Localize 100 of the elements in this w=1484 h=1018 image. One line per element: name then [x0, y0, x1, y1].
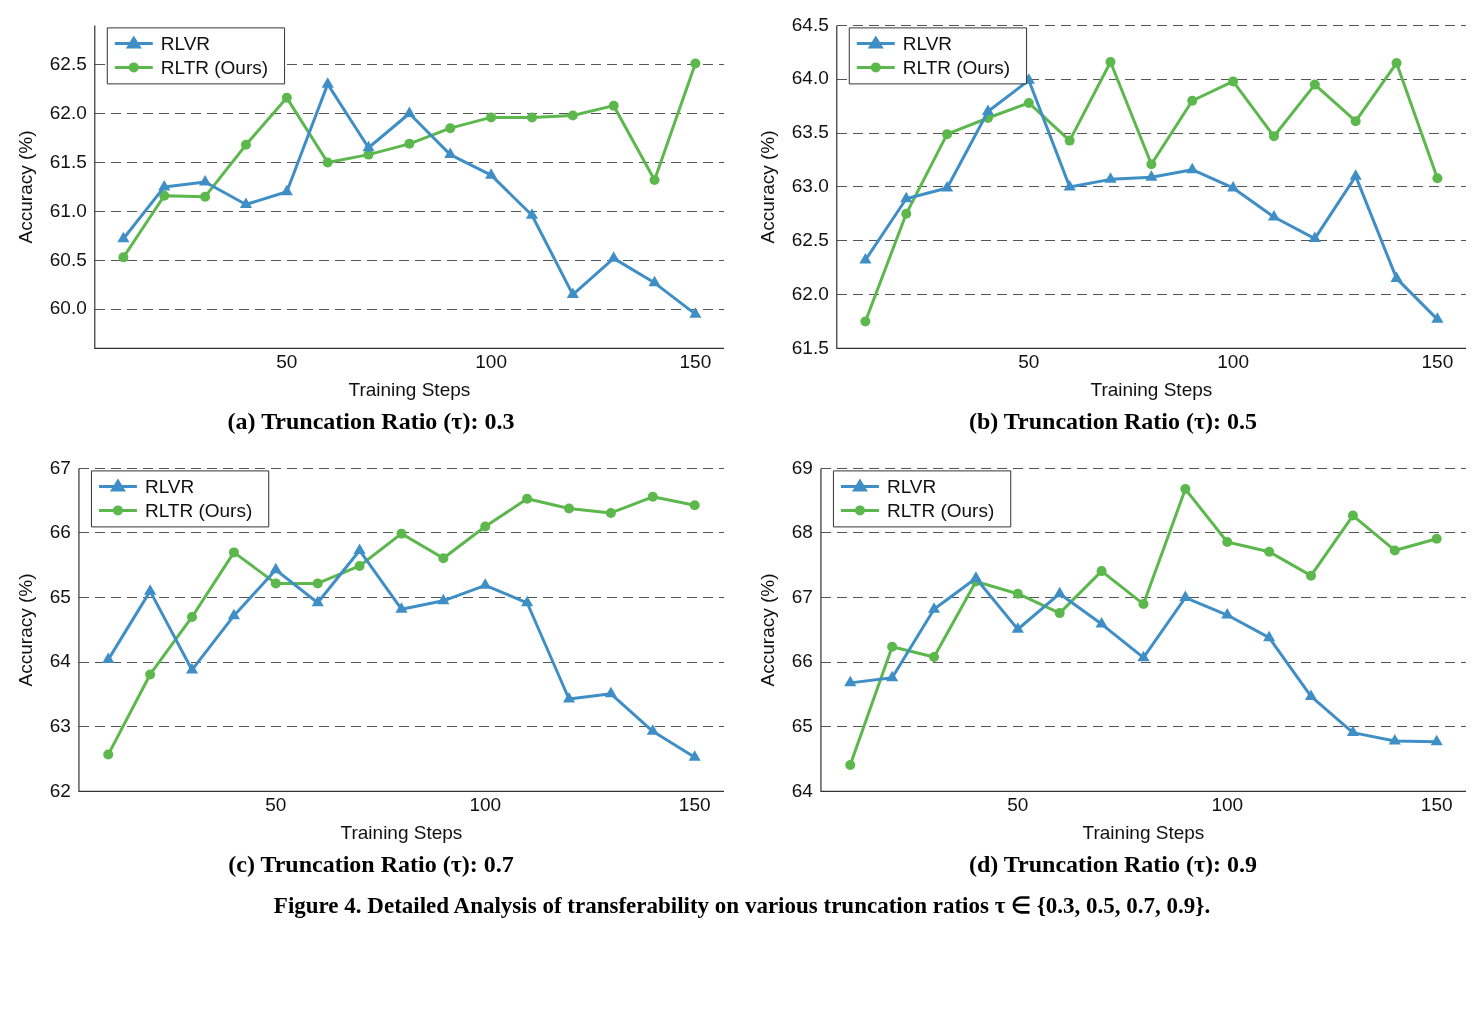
- point: [1187, 95, 1198, 106]
- point: [480, 521, 491, 532]
- point: [103, 749, 114, 760]
- y-tick-label: 64.0: [791, 67, 829, 89]
- point: [1180, 484, 1191, 495]
- point: [1267, 210, 1281, 221]
- point: [239, 197, 253, 209]
- point: [927, 602, 941, 613]
- x-tick-label: 100: [1211, 794, 1244, 816]
- point: [941, 180, 954, 192]
- point: [1105, 57, 1116, 68]
- point: [1391, 58, 1402, 69]
- x-tick-label: 150: [678, 794, 711, 816]
- point: [901, 208, 912, 219]
- point: [117, 231, 130, 243]
- point: [647, 491, 658, 502]
- point: [689, 500, 700, 511]
- point: [144, 584, 157, 595]
- point: [199, 175, 212, 186]
- point: [1054, 608, 1065, 619]
- caption: Figure 4. Detailed Analysis of transferability on various truncation ratios τ ∈ {0.3, 0.5, 0.7, 0.9}.: [272, 892, 1212, 919]
- y-tick-label: 62.0: [791, 282, 829, 304]
- x-axis-title: Training Steps: [348, 378, 471, 400]
- text: (c) Truncation Ratio (τ): 0.7: [228, 851, 514, 878]
- point: [1431, 312, 1444, 323]
- point: [1268, 131, 1279, 142]
- x-tick-label: 100: [1217, 351, 1249, 373]
- x-tick-label: 150: [1421, 351, 1454, 373]
- point: [1430, 734, 1443, 746]
- point: [929, 652, 940, 663]
- point: [900, 191, 913, 203]
- y-tick-label: 64.5: [791, 13, 829, 35]
- point: [1263, 630, 1276, 642]
- point: [227, 608, 240, 620]
- y-tick-label: 64: [49, 650, 72, 672]
- point: [604, 686, 617, 698]
- y-tick-label: 68: [791, 521, 813, 543]
- legend-label: RLTR (Ours): [886, 499, 995, 521]
- x-axis-title: Training Steps: [1082, 821, 1205, 843]
- point: [269, 562, 282, 574]
- text: (d) Truncation Ratio (τ): 0.9: [968, 851, 1258, 878]
- point: [1146, 159, 1157, 170]
- point: [404, 138, 415, 149]
- x-tick-label: 50: [276, 351, 298, 373]
- point: [1349, 169, 1362, 180]
- y-tick-label: 69: [791, 456, 813, 478]
- point: [362, 140, 375, 152]
- y-tick-label: 66: [49, 521, 71, 543]
- point: [445, 123, 456, 134]
- legend-label: RLTR (Ours): [160, 56, 269, 78]
- point: [688, 750, 701, 761]
- x-tick-label: 50: [1018, 351, 1040, 373]
- y-tick-label: 65: [791, 715, 813, 737]
- x-axis-title: Training Steps: [340, 821, 463, 843]
- y-tick-label: 64: [791, 779, 814, 801]
- point: [1432, 173, 1443, 184]
- point: [942, 129, 953, 140]
- point: [1222, 537, 1233, 548]
- point: [1012, 588, 1023, 599]
- point: [525, 208, 539, 219]
- point: [845, 759, 856, 770]
- x-tick-label: 100: [475, 351, 507, 373]
- point: [562, 692, 576, 703]
- point: [1138, 599, 1149, 610]
- point: [526, 112, 537, 123]
- point: [521, 595, 534, 607]
- text: (a) Truncation Ratio (τ): 0.3: [227, 408, 515, 435]
- legend-label: RLVR: [902, 32, 953, 54]
- y-tick-label: 62: [49, 779, 71, 801]
- point: [969, 571, 982, 582]
- point: [395, 602, 408, 613]
- y-tick-label: 67: [49, 456, 71, 478]
- point: [281, 92, 292, 103]
- y-tick-label: 61.0: [49, 199, 87, 221]
- legend-label: RLVR: [886, 475, 937, 497]
- point: [646, 724, 659, 735]
- point: [1227, 180, 1240, 192]
- point: [1221, 608, 1234, 619]
- point: [605, 507, 616, 518]
- point: [1346, 725, 1359, 737]
- point: [1264, 546, 1275, 557]
- y-tick-label: 61.5: [791, 336, 829, 358]
- point: [1104, 172, 1117, 183]
- point: [353, 543, 366, 554]
- y-axis-title: Accuracy (%): [756, 573, 778, 687]
- point: [240, 139, 251, 150]
- point: [1023, 97, 1034, 108]
- point: [1389, 545, 1400, 556]
- legend-label: RLVR: [160, 32, 211, 54]
- point: [354, 560, 365, 571]
- point: [522, 493, 533, 504]
- x-tick-label: 50: [1007, 794, 1029, 816]
- y-tick-label: 61.5: [49, 150, 87, 172]
- point: [1390, 271, 1403, 282]
- point: [396, 528, 407, 539]
- y-tick-label: 66: [791, 650, 813, 672]
- point: [1137, 650, 1150, 662]
- legend-label: RLTR (Ours): [902, 56, 1011, 78]
- point: [187, 611, 198, 622]
- point: [1308, 231, 1321, 243]
